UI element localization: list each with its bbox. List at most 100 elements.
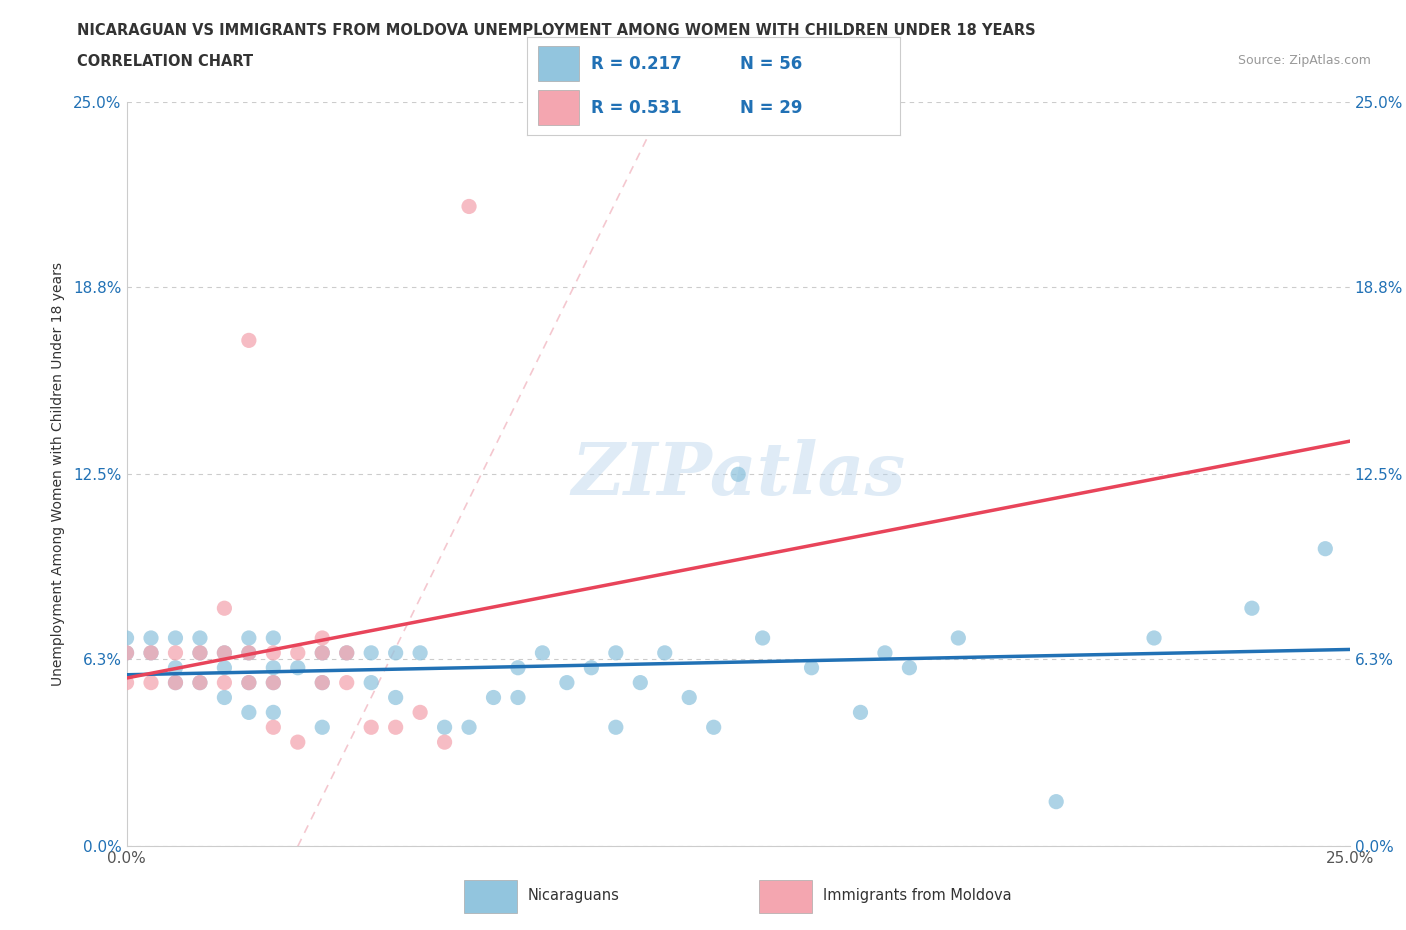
Point	[482, 690, 505, 705]
Point	[703, 720, 725, 735]
Point	[238, 705, 260, 720]
Point	[287, 645, 309, 660]
Text: CORRELATION CHART: CORRELATION CHART	[77, 54, 253, 69]
Point	[409, 645, 432, 660]
Point	[165, 631, 187, 645]
Point	[433, 735, 456, 750]
Point	[311, 675, 333, 690]
Point	[238, 333, 260, 348]
Point	[238, 645, 260, 660]
Point	[188, 645, 211, 660]
Point	[948, 631, 970, 645]
Text: ZIPatlas: ZIPatlas	[571, 439, 905, 510]
Point	[360, 645, 382, 660]
Point	[214, 660, 236, 675]
FancyBboxPatch shape	[759, 880, 813, 913]
Point	[336, 675, 359, 690]
Point	[139, 631, 162, 645]
Point	[214, 645, 236, 660]
Point	[605, 720, 627, 735]
Text: R = 0.531: R = 0.531	[591, 99, 682, 116]
Point	[115, 645, 138, 660]
Point	[458, 199, 481, 214]
Text: N = 56: N = 56	[740, 55, 801, 73]
Point	[1143, 631, 1166, 645]
FancyBboxPatch shape	[464, 880, 517, 913]
Point	[214, 601, 236, 616]
Point	[433, 720, 456, 735]
Point	[139, 645, 162, 660]
Point	[605, 645, 627, 660]
Point	[262, 675, 284, 690]
Point	[360, 675, 382, 690]
Point	[727, 467, 749, 482]
Point	[384, 720, 406, 735]
Point	[506, 660, 529, 675]
Point	[115, 675, 138, 690]
Point	[262, 645, 284, 660]
Point	[336, 645, 359, 660]
Point	[311, 631, 333, 645]
Point	[165, 675, 187, 690]
Text: N = 29: N = 29	[740, 99, 803, 116]
Point	[188, 645, 211, 660]
Point	[262, 631, 284, 645]
Point	[139, 675, 162, 690]
Point	[873, 645, 896, 660]
Point	[311, 645, 333, 660]
Point	[384, 645, 406, 660]
Point	[165, 675, 187, 690]
Point	[188, 631, 211, 645]
Point	[336, 645, 359, 660]
FancyBboxPatch shape	[538, 90, 579, 126]
Point	[506, 690, 529, 705]
Text: R = 0.217: R = 0.217	[591, 55, 682, 73]
Point	[409, 705, 432, 720]
Point	[262, 705, 284, 720]
Point	[678, 690, 700, 705]
Text: NICARAGUAN VS IMMIGRANTS FROM MOLDOVA UNEMPLOYMENT AMONG WOMEN WITH CHILDREN UND: NICARAGUAN VS IMMIGRANTS FROM MOLDOVA UN…	[77, 23, 1036, 38]
Point	[581, 660, 603, 675]
Point	[115, 631, 138, 645]
Point	[311, 675, 333, 690]
Point	[188, 675, 211, 690]
Point	[238, 675, 260, 690]
Point	[287, 735, 309, 750]
Point	[360, 720, 382, 735]
Point	[1315, 541, 1337, 556]
Point	[214, 690, 236, 705]
Point	[898, 660, 921, 675]
Point	[458, 720, 481, 735]
Point	[555, 675, 578, 690]
Point	[311, 645, 333, 660]
Point	[311, 720, 333, 735]
Point	[751, 631, 773, 645]
Text: Nicaraguans: Nicaraguans	[527, 887, 619, 903]
Point	[531, 645, 554, 660]
Point	[238, 675, 260, 690]
Text: Immigrants from Moldova: Immigrants from Moldova	[823, 887, 1011, 903]
Point	[262, 675, 284, 690]
Point	[849, 705, 872, 720]
Point	[262, 660, 284, 675]
Point	[262, 720, 284, 735]
Point	[1045, 794, 1067, 809]
FancyBboxPatch shape	[538, 46, 579, 81]
Point	[188, 675, 211, 690]
Point	[115, 645, 138, 660]
Point	[214, 675, 236, 690]
Point	[628, 675, 651, 690]
Point	[214, 645, 236, 660]
Point	[165, 645, 187, 660]
Point	[238, 631, 260, 645]
Point	[1240, 601, 1263, 616]
Text: Source: ZipAtlas.com: Source: ZipAtlas.com	[1237, 54, 1371, 67]
Y-axis label: Unemployment Among Women with Children Under 18 years: Unemployment Among Women with Children U…	[51, 262, 65, 686]
Point	[384, 690, 406, 705]
Point	[287, 660, 309, 675]
Point	[238, 645, 260, 660]
Point	[139, 645, 162, 660]
Point	[165, 660, 187, 675]
Point	[800, 660, 823, 675]
Point	[654, 645, 676, 660]
